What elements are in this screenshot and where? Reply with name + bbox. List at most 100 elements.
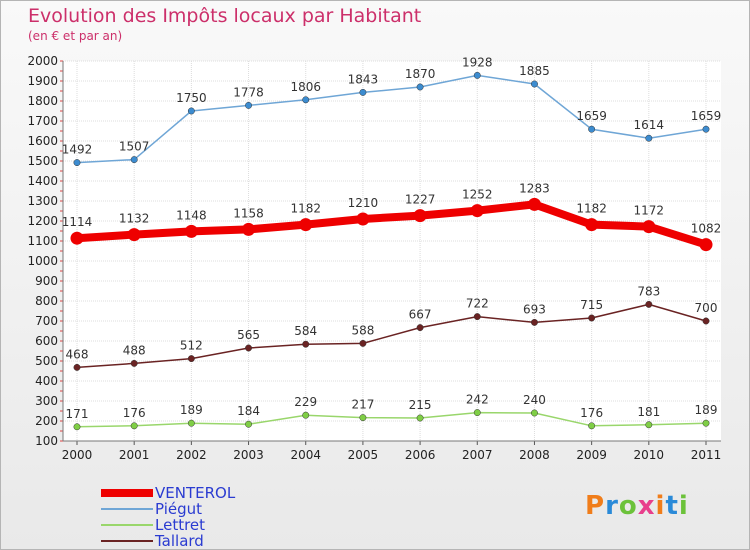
data-point-lettret	[531, 409, 538, 417]
x-tick-label: 2005	[348, 448, 379, 462]
y-tick-label: 400	[35, 374, 58, 388]
x-tick-label: 2006	[405, 448, 436, 462]
x-tick-label: 2003	[233, 448, 264, 462]
legend-label-piegut: Piégut	[155, 500, 203, 518]
y-tick-label: 300	[35, 394, 58, 408]
series-line-tallard	[76, 303, 707, 369]
data-label-lettret: 189	[180, 403, 203, 417]
data-point-venterol	[527, 197, 541, 211]
data-label-venterol: 1172	[634, 204, 665, 218]
y-tick-label: 100	[35, 434, 58, 448]
line-chart: 100 200 300 400 500 600 700 800 900 1000 1100 1200 1…	[27, 54, 722, 462]
data-point-venterol	[356, 212, 370, 226]
data-label-lettret: 181	[637, 405, 660, 419]
data-point-tallard	[359, 339, 367, 347]
legend-swatch-piegut	[101, 508, 153, 510]
data-label-tallard: 488	[123, 343, 146, 357]
data-point-venterol	[242, 222, 256, 236]
data-point-tallard	[245, 344, 252, 352]
data-label-tallard: 588	[351, 323, 374, 337]
x-tick-label: 2008	[519, 448, 550, 462]
logo-letter: r	[605, 491, 619, 521]
data-point-tallard	[531, 318, 538, 326]
data-point-lettret	[245, 420, 252, 428]
data-point-tallard	[702, 317, 710, 325]
plot-area	[63, 61, 721, 441]
logo-letter: i	[655, 491, 666, 521]
legend-swatch-tallard	[101, 540, 153, 542]
data-label-lettret: 189	[695, 403, 718, 417]
legend-item-lettret: Lettret	[101, 517, 301, 533]
data-label-venterol: 1082	[691, 222, 722, 236]
logo-letter: P	[585, 491, 606, 521]
y-tick-label: 1300	[27, 194, 58, 208]
data-point-lettret	[645, 421, 653, 429]
y-tick-label: 800	[35, 294, 58, 308]
data-label-piegut: 1806	[290, 80, 321, 94]
y-tick-label: 1600	[27, 134, 58, 148]
data-point-piegut	[531, 80, 538, 88]
data-point-tallard	[588, 314, 596, 322]
data-label-piegut: 1659	[576, 109, 607, 123]
data-label-lettret: 176	[123, 406, 146, 420]
data-label-venterol: 1158	[233, 206, 264, 220]
legend-swatch-venterol	[101, 489, 153, 497]
chart-subtitle: (en € et par an)	[28, 29, 123, 43]
y-tick-label: 500	[35, 354, 58, 368]
x-tick-label: 2007	[462, 448, 493, 462]
y-tick-label: 1900	[27, 74, 58, 88]
data-label-venterol: 1182	[290, 202, 321, 216]
data-point-venterol	[70, 231, 84, 245]
data-label-venterol: 1227	[405, 193, 436, 207]
y-tick-label: 200	[35, 414, 58, 428]
y-tick-label: 1100	[27, 234, 58, 248]
data-label-lettret: 240	[523, 393, 546, 407]
x-tick-label: 2002	[176, 448, 207, 462]
data-label-venterol: 1182	[576, 202, 607, 216]
data-label-venterol: 1114	[62, 215, 93, 229]
data-label-piegut: 1870	[405, 67, 436, 81]
logo-letter: x	[637, 491, 656, 521]
data-point-venterol	[413, 209, 427, 223]
y-tick-label: 900	[35, 274, 58, 288]
data-label-tallard: 667	[409, 308, 432, 322]
data-label-piegut: 1614	[634, 118, 665, 132]
logo-letter: t	[665, 491, 679, 521]
data-point-venterol	[470, 204, 484, 218]
x-tick-label: 2010	[634, 448, 665, 462]
logo-letter: o	[618, 491, 638, 521]
data-point-lettret	[588, 422, 596, 430]
series-line-piegut	[76, 74, 707, 164]
legend-item-tallard: Tallard	[101, 533, 301, 549]
legend-label-venterol: VENTEROL	[155, 484, 236, 502]
data-point-piegut	[473, 71, 481, 79]
data-label-lettret: 229	[294, 395, 317, 409]
data-point-piegut	[645, 134, 653, 142]
data-label-piegut: 1659	[691, 109, 722, 123]
data-point-lettret	[702, 419, 710, 427]
x-tick-label: 2011	[691, 448, 722, 462]
data-point-piegut	[187, 107, 195, 115]
legend-label-tallard: Tallard	[155, 532, 204, 550]
data-label-lettret: 171	[66, 407, 89, 421]
data-point-piegut	[702, 125, 710, 133]
data-label-piegut: 1885	[519, 64, 550, 78]
series-line-lettret	[76, 411, 707, 428]
data-point-tallard	[130, 359, 138, 367]
proxiti-logo: Proxiti	[585, 491, 689, 521]
data-point-lettret	[73, 423, 81, 431]
y-tick-label: 600	[35, 334, 58, 348]
data-point-venterol	[127, 228, 141, 242]
data-point-lettret	[187, 419, 195, 427]
data-point-lettret	[130, 422, 138, 430]
data-label-tallard: 584	[294, 324, 317, 338]
data-point-piegut	[73, 159, 81, 167]
data-point-tallard	[473, 313, 481, 321]
legend-item-piegut: Piégut	[101, 501, 301, 517]
data-point-piegut	[130, 156, 138, 164]
data-label-piegut: 1928	[462, 55, 493, 69]
data-point-lettret	[302, 411, 310, 419]
y-tick-label: 1400	[27, 174, 58, 188]
data-label-tallard: 693	[523, 302, 546, 316]
